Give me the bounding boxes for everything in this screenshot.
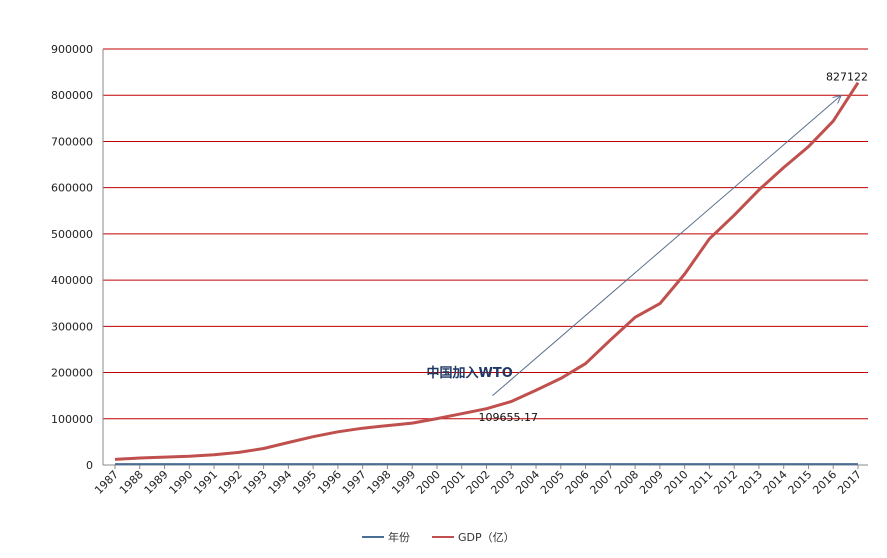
annotations-layer: 中国加入WTO 109655.17 827122 <box>427 71 869 424</box>
x-tick-label: 1989 <box>142 468 171 497</box>
x-tick-label: 2014 <box>761 468 790 497</box>
gdp-series-line <box>114 81 860 461</box>
x-tick-label: 1995 <box>290 468 319 497</box>
x-tick-label: 2009 <box>637 468 666 497</box>
x-tick-label: 1988 <box>117 468 146 497</box>
x-tick-label: 2004 <box>513 468 542 497</box>
gdp-2017-value-label: 827122 <box>826 71 868 84</box>
x-tick-label: 2016 <box>810 468 839 497</box>
x-tick-label: 1992 <box>216 468 245 497</box>
x-tick-label: 1987 <box>92 468 121 497</box>
x-tick-label: 2015 <box>786 468 815 497</box>
wto-arrowhead <box>832 94 843 104</box>
legend-label-gdp: GDP（亿） <box>458 531 515 544</box>
y-tick-label: 200000 <box>51 367 93 380</box>
x-tick-label: 1993 <box>241 468 270 497</box>
x-tick-label: 2003 <box>488 468 517 497</box>
legend: 年份 GDP（亿） <box>362 530 515 544</box>
x-tick-label: 2007 <box>587 468 616 497</box>
y-tick-label: 700000 <box>51 135 93 148</box>
x-tick-label: 2012 <box>711 468 740 497</box>
y-tick-label: 900000 <box>51 43 93 56</box>
y-tick-label: 400000 <box>51 274 93 287</box>
y-tick-label: 300000 <box>51 320 93 333</box>
x-tick-label: 1991 <box>191 468 220 497</box>
wto-annotation-label: 中国加入WTO <box>427 365 513 381</box>
x-tick-label: 2008 <box>612 468 641 497</box>
x-axis-ticks: 1987198819891990199119921993199419951996… <box>92 465 864 497</box>
x-tick-label: 1990 <box>166 468 195 497</box>
x-tick-label: 2006 <box>563 468 592 497</box>
grid-layer <box>102 48 868 466</box>
y-tick-label: 500000 <box>51 228 93 241</box>
x-tick-label: 2013 <box>736 468 765 497</box>
wto-arrow <box>492 94 842 397</box>
x-tick-label: 2001 <box>439 468 468 497</box>
x-tick-label: 2017 <box>835 468 864 497</box>
x-tick-label: 1997 <box>340 468 369 497</box>
y-axis-ticks: 0 100000 200000 300000 400000 500000 600000 700… <box>51 43 93 472</box>
x-tick-label: 2000 <box>414 468 443 497</box>
gdp-2002-value-label: 109655.17 <box>479 411 539 424</box>
y-tick-label: 600000 <box>51 182 93 195</box>
x-tick-label: 1996 <box>315 468 344 497</box>
x-tick-label: 2002 <box>464 468 493 497</box>
x-tick-label: 1998 <box>365 468 394 497</box>
x-tick-label: 1999 <box>389 468 418 497</box>
x-tick-label: 2011 <box>687 468 716 497</box>
y-tick-label: 100000 <box>51 413 93 426</box>
y-tick-label: 800000 <box>51 89 93 102</box>
series-layer <box>114 81 860 466</box>
x-tick-label: 1994 <box>265 468 294 497</box>
x-tick-label: 2005 <box>538 468 567 497</box>
legend-label-year: 年份 <box>388 530 410 544</box>
y-tick-label: 0 <box>86 459 93 472</box>
x-tick-label: 2010 <box>662 468 691 497</box>
